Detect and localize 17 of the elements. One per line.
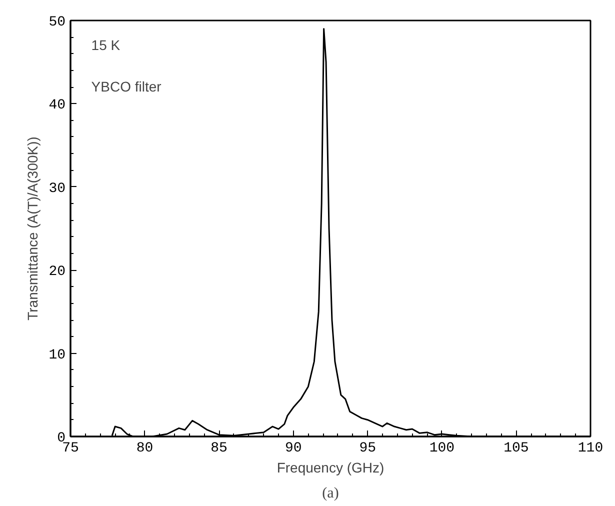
annotation: 15 K <box>91 37 121 54</box>
x-tick-label: 90 <box>284 440 302 456</box>
annotation: YBCO filter <box>91 78 162 95</box>
x-tick-label: 110 <box>578 440 604 456</box>
x-tick-label: 85 <box>210 440 228 456</box>
y-tick-label: 30 <box>48 180 66 197</box>
text: (a) <box>322 486 339 502</box>
x-tick-label: 100 <box>429 440 455 456</box>
y-axis-title: Transmittance (A(T)/A(300K)) <box>24 136 41 320</box>
x-tick-label: 95 <box>359 440 376 456</box>
y-tick-label: 10 <box>48 347 66 364</box>
x-axis-title: Frequency (GHz) <box>276 460 384 476</box>
y-tick-label: 20 <box>48 264 66 280</box>
x-tick-label: 80 <box>136 440 154 456</box>
x-tick-label: 105 <box>504 440 529 456</box>
y-tick-label: 50 <box>48 14 66 30</box>
y-tick-label: 40 <box>48 98 66 114</box>
